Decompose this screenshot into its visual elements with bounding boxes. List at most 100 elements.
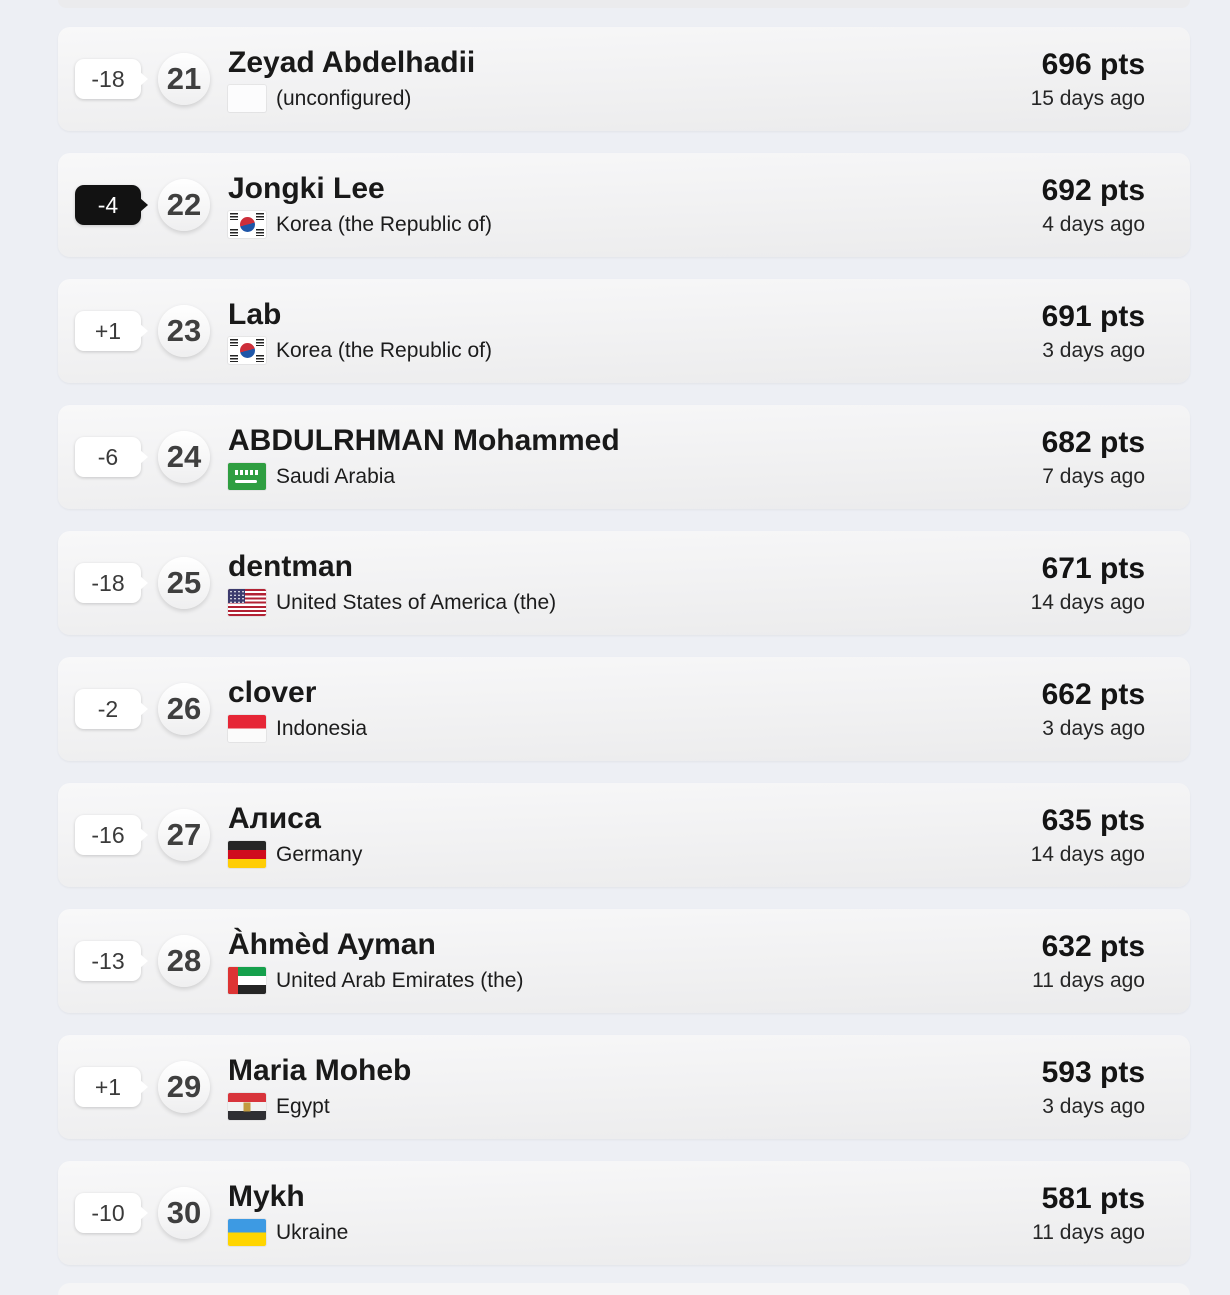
score-block: 691 pts 3 days ago [1042, 300, 1145, 363]
country-row: Korea (the Republic of) [228, 337, 492, 364]
rank-number: 25 [158, 557, 210, 609]
player-name: Mykh [228, 1180, 305, 1213]
last-active: 3 days ago [1042, 716, 1145, 740]
last-active: 4 days ago [1042, 212, 1145, 236]
rank-change-badge: -10 [75, 1193, 141, 1233]
rank-number: 28 [158, 935, 210, 987]
leaderboard-row[interactable]: -10 30 Mykh Ukraine 581 pts 11 days ago [58, 1161, 1190, 1265]
leaderboard-row[interactable]: -2 26 clover Indonesia 662 pts 3 days ag… [58, 657, 1190, 761]
player-info: ABDULRHMAN Mohammed Saudi Arabia [228, 424, 620, 490]
rank-change-badge: +1 [75, 311, 141, 351]
last-active: 3 days ago [1042, 1094, 1145, 1118]
rank-change-badge: -18 [75, 563, 141, 603]
leaderboard-row[interactable]: +1 29 Maria Moheb Egypt 593 pts 3 days a… [58, 1035, 1190, 1139]
leaderboard-row[interactable]: +1 23 Lab Korea (the Republic of) 691 pt… [58, 279, 1190, 383]
player-name: ABDULRHMAN Mohammed [228, 424, 620, 457]
country-name: Indonesia [276, 716, 368, 740]
leaderboard-row[interactable]: -18 21 Zeyad Abdelhadii (unconfigured) 6… [58, 27, 1190, 131]
flag-icon [228, 211, 266, 238]
rank-number: 24 [158, 431, 210, 483]
country-row: Saudi Arabia [228, 463, 620, 490]
country-row: Ukraine [228, 1219, 348, 1246]
flag-icon [228, 967, 266, 994]
flag-icon [228, 1093, 266, 1120]
leaderboard-row[interactable]: -18 25 dentman United States of America … [58, 531, 1190, 635]
flag-icon [228, 337, 266, 364]
player-info: Jongki Lee Korea (the Republic of) [228, 172, 492, 238]
country-row: Korea (the Republic of) [228, 211, 492, 238]
country-name: Ukraine [276, 1220, 349, 1244]
leaderboard-row[interactable]: -6 24 ABDULRHMAN Mohammed Saudi Arabia 6… [58, 405, 1190, 509]
last-active: 3 days ago [1042, 338, 1145, 362]
rank-change-badge: -2 [75, 689, 141, 729]
score-block: 696 pts 15 days ago [1031, 48, 1145, 111]
leaderboard-row[interactable]: -4 22 Jongki Lee Korea (the Republic of)… [58, 153, 1190, 257]
flag-icon [228, 715, 266, 742]
flag-icon [228, 85, 266, 112]
points-value: 662 pts [1041, 677, 1145, 711]
player-info: clover Indonesia [228, 676, 367, 742]
country-row: Egypt [228, 1093, 411, 1120]
country-name: United States of America (the) [276, 590, 557, 614]
leaderboard-row-partial-bottom[interactable] [58, 1283, 1190, 1295]
points-value: 692 pts [1041, 173, 1145, 207]
player-name: Jongki Lee [228, 172, 385, 205]
last-active: 14 days ago [1030, 590, 1145, 614]
leaderboard-list: -18 21 Zeyad Abdelhadii (unconfigured) 6… [58, 27, 1190, 1287]
player-name: Zeyad Abdelhadii [228, 46, 476, 79]
rank-number: 23 [158, 305, 210, 357]
country-row: Germany [228, 841, 362, 868]
score-block: 682 pts 7 days ago [1042, 426, 1145, 489]
score-block: 692 pts 4 days ago [1042, 174, 1145, 237]
flag-icon [228, 841, 266, 868]
rank-change-badge: -4 [75, 185, 141, 225]
points-value: 696 pts [1041, 47, 1145, 81]
leaderboard-row[interactable]: -13 28 Àhmèd Ayman United Arab Emirates … [58, 909, 1190, 1013]
rank-number: 26 [158, 683, 210, 735]
score-block: 593 pts 3 days ago [1042, 1056, 1145, 1119]
points-value: 682 pts [1041, 425, 1145, 459]
score-block: 581 pts 11 days ago [1032, 1182, 1145, 1245]
rank-change-badge: -16 [75, 815, 141, 855]
player-name: Алиса [228, 802, 321, 835]
player-info: dentman United States of America (the) [228, 550, 556, 616]
leaderboard-row-partial-top[interactable] [58, 0, 1190, 8]
rank-change-badge: +1 [75, 1067, 141, 1107]
player-name: Àhmèd Ayman [228, 928, 436, 961]
score-block: 671 pts 14 days ago [1031, 552, 1145, 615]
country-row: Indonesia [228, 715, 367, 742]
player-name: Lab [228, 298, 282, 331]
country-row: United States of America (the) [228, 589, 556, 616]
last-active: 14 days ago [1030, 842, 1145, 866]
score-block: 635 pts 14 days ago [1031, 804, 1145, 867]
points-value: 671 pts [1041, 551, 1145, 585]
rank-number: 21 [158, 53, 210, 105]
points-value: 593 pts [1041, 1055, 1145, 1089]
rank-change-badge: -18 [75, 59, 141, 99]
player-info: Zeyad Abdelhadii (unconfigured) [228, 46, 475, 112]
player-name: Maria Moheb [228, 1054, 412, 1087]
player-info: Алиса Germany [228, 802, 362, 868]
country-name: Germany [276, 842, 363, 866]
country-name: Korea (the Republic of) [276, 338, 492, 362]
country-name: Saudi Arabia [276, 464, 396, 488]
country-name: Egypt [276, 1094, 330, 1118]
score-block: 662 pts 3 days ago [1042, 678, 1145, 741]
player-info: Mykh Ukraine [228, 1180, 348, 1246]
rank-number: 22 [158, 179, 210, 231]
last-active: 7 days ago [1042, 464, 1145, 488]
leaderboard-row[interactable]: -16 27 Алиса Germany 635 pts 14 days ago [58, 783, 1190, 887]
points-value: 581 pts [1041, 1181, 1145, 1215]
rank-number: 27 [158, 809, 210, 861]
flag-icon [228, 463, 266, 490]
points-value: 635 pts [1041, 803, 1145, 837]
country-row: United Arab Emirates (the) [228, 967, 523, 994]
player-info: Maria Moheb Egypt [228, 1054, 411, 1120]
rank-number: 29 [158, 1061, 210, 1113]
country-name: United Arab Emirates (the) [276, 968, 524, 992]
player-info: Lab Korea (the Republic of) [228, 298, 492, 364]
country-name: (unconfigured) [276, 86, 412, 110]
rank-change-badge: -13 [75, 941, 141, 981]
country-row: (unconfigured) [228, 85, 475, 112]
points-value: 632 pts [1041, 929, 1145, 963]
